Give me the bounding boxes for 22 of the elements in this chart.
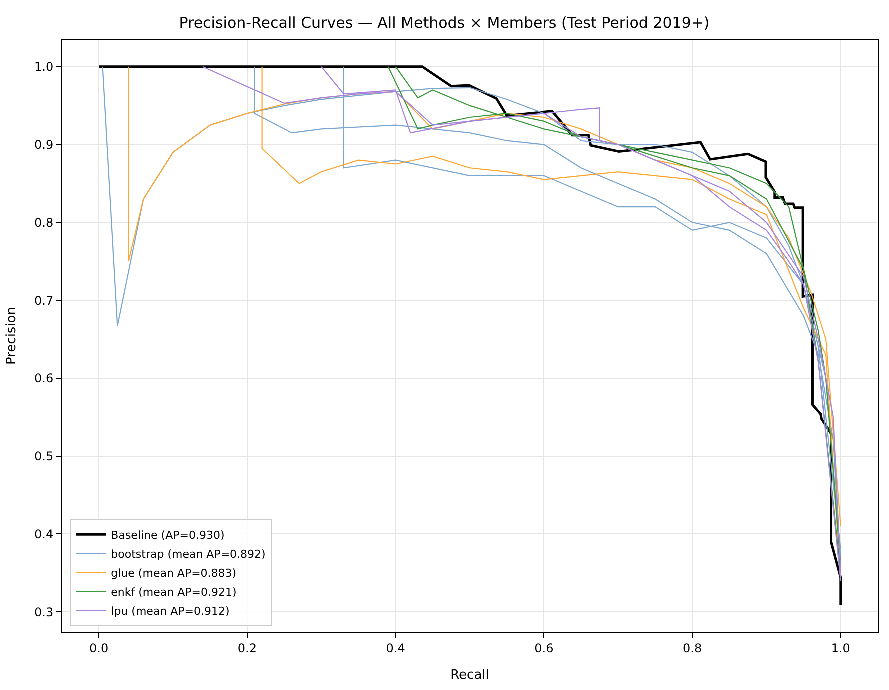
y-tick-label: 0.5 <box>34 450 54 464</box>
legend-label: lpu (mean AP=0.912) <box>111 604 230 618</box>
x-tick-label: 0.2 <box>238 641 257 656</box>
y-tick-label: 0.9 <box>34 138 54 152</box>
legend-label: glue (mean AP=0.883) <box>111 566 237 580</box>
legend-label: Baseline (AP=0.930) <box>111 528 225 542</box>
y-tick-label: 0.3 <box>34 605 54 620</box>
x-tick-label: 0.4 <box>386 641 406 656</box>
legend-label: enkf (mean AP=0.921) <box>111 586 237 599</box>
y-tick-label: 0.4 <box>34 527 54 542</box>
chart-title: Precision-Recall Curves — All Methods × Members (Test Period 2019+) <box>179 14 710 32</box>
x-tick-label: 0.8 <box>683 641 702 656</box>
legend-label: bootstrap (mean AP=0.892) <box>111 548 266 561</box>
y-axis-title: Precision <box>4 306 20 366</box>
x-axis-title: Recall <box>450 668 490 683</box>
x-tick-label: 0.0 <box>90 641 109 656</box>
y-tick-label: 0.6 <box>34 372 54 386</box>
x-tick-label: 1.0 <box>831 641 850 656</box>
y-tick-label: 0.7 <box>34 294 54 308</box>
x-tick-label: 0.6 <box>534 641 554 656</box>
y-tick-label: 0.8 <box>34 216 54 230</box>
y-tick-label: 1.0 <box>34 60 54 74</box>
